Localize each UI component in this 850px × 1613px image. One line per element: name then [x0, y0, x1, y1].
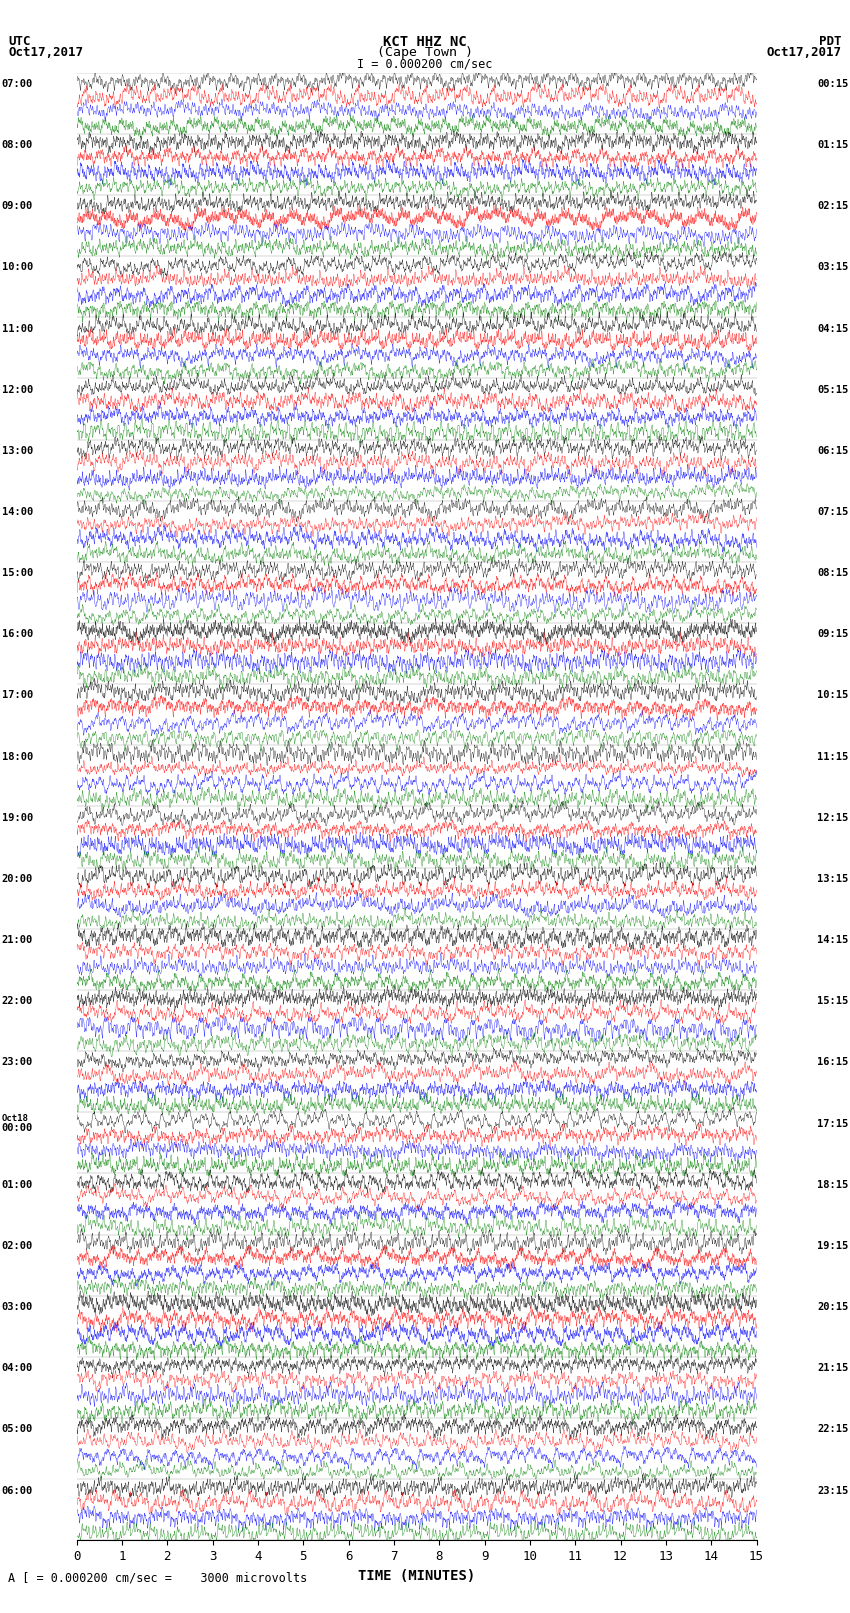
- Text: 16:00: 16:00: [2, 629, 33, 639]
- X-axis label: TIME (MINUTES): TIME (MINUTES): [358, 1569, 475, 1582]
- Text: 09:00: 09:00: [2, 202, 33, 211]
- Text: 00:15: 00:15: [817, 79, 848, 89]
- Text: 23:15: 23:15: [817, 1486, 848, 1495]
- Text: 02:00: 02:00: [2, 1240, 33, 1252]
- Text: 16:15: 16:15: [817, 1058, 848, 1068]
- Text: 01:00: 01:00: [2, 1179, 33, 1190]
- Text: 02:15: 02:15: [817, 202, 848, 211]
- Text: 03:00: 03:00: [2, 1302, 33, 1311]
- Text: 21:00: 21:00: [2, 936, 33, 945]
- Text: 11:00: 11:00: [2, 324, 33, 334]
- Text: 23:00: 23:00: [2, 1058, 33, 1068]
- Text: Oct18: Oct18: [2, 1115, 29, 1123]
- Text: 06:15: 06:15: [817, 445, 848, 456]
- Text: 22:15: 22:15: [817, 1424, 848, 1434]
- Text: 07:00: 07:00: [2, 79, 33, 89]
- Text: Oct17,2017: Oct17,2017: [767, 45, 842, 60]
- Text: (Cape Town ): (Cape Town ): [377, 45, 473, 60]
- Text: 17:15: 17:15: [817, 1118, 848, 1129]
- Text: 00:00: 00:00: [2, 1123, 33, 1134]
- Text: 13:00: 13:00: [2, 445, 33, 456]
- Text: 20:00: 20:00: [2, 874, 33, 884]
- Text: 03:15: 03:15: [817, 263, 848, 273]
- Text: I = 0.000200 cm/sec: I = 0.000200 cm/sec: [357, 58, 493, 71]
- Text: A [ = 0.000200 cm/sec =    3000 microvolts: A [ = 0.000200 cm/sec = 3000 microvolts: [8, 1571, 308, 1584]
- Text: 10:15: 10:15: [817, 690, 848, 700]
- Text: 17:00: 17:00: [2, 690, 33, 700]
- Text: 19:00: 19:00: [2, 813, 33, 823]
- Text: 15:15: 15:15: [817, 997, 848, 1007]
- Text: 08:15: 08:15: [817, 568, 848, 577]
- Text: 04:15: 04:15: [817, 324, 848, 334]
- Text: 05:00: 05:00: [2, 1424, 33, 1434]
- Text: 12:15: 12:15: [817, 813, 848, 823]
- Text: 22:00: 22:00: [2, 997, 33, 1007]
- Text: 14:15: 14:15: [817, 936, 848, 945]
- Text: 18:00: 18:00: [2, 752, 33, 761]
- Text: 05:15: 05:15: [817, 384, 848, 395]
- Text: 18:15: 18:15: [817, 1179, 848, 1190]
- Text: 09:15: 09:15: [817, 629, 848, 639]
- Text: 01:15: 01:15: [817, 140, 848, 150]
- Text: 15:00: 15:00: [2, 568, 33, 577]
- Text: 14:00: 14:00: [2, 506, 33, 518]
- Text: 10:00: 10:00: [2, 263, 33, 273]
- Text: 11:15: 11:15: [817, 752, 848, 761]
- Text: 07:15: 07:15: [817, 506, 848, 518]
- Text: 13:15: 13:15: [817, 874, 848, 884]
- Text: Oct17,2017: Oct17,2017: [8, 45, 83, 60]
- Text: KCT HHZ NC: KCT HHZ NC: [383, 35, 467, 48]
- Text: PDT: PDT: [819, 35, 842, 48]
- Text: 19:15: 19:15: [817, 1240, 848, 1252]
- Text: 04:00: 04:00: [2, 1363, 33, 1373]
- Text: 12:00: 12:00: [2, 384, 33, 395]
- Text: 21:15: 21:15: [817, 1363, 848, 1373]
- Text: 06:00: 06:00: [2, 1486, 33, 1495]
- Text: 08:00: 08:00: [2, 140, 33, 150]
- Text: 20:15: 20:15: [817, 1302, 848, 1311]
- Text: UTC: UTC: [8, 35, 31, 48]
